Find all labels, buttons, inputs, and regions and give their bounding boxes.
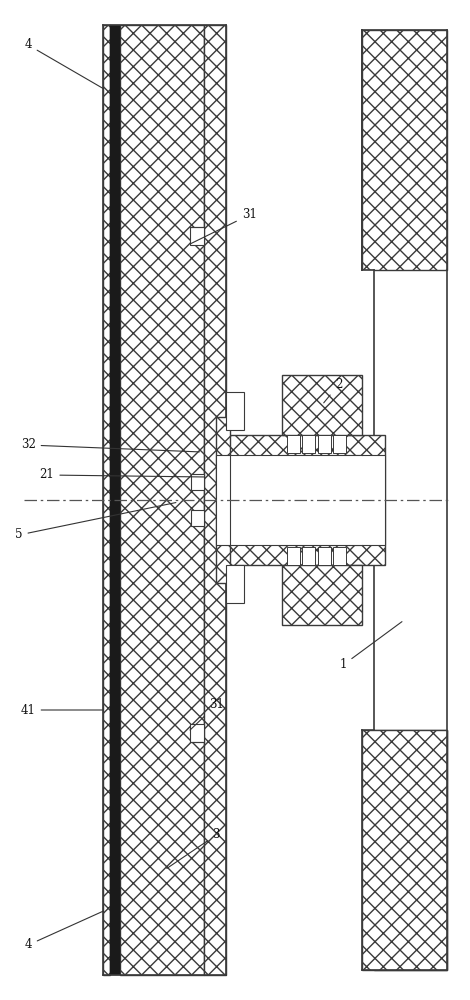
Bar xyxy=(287,435,300,453)
Text: 4: 4 xyxy=(24,911,103,952)
Bar xyxy=(103,25,110,975)
Bar xyxy=(226,435,385,565)
Text: 31: 31 xyxy=(190,209,257,244)
Text: 41: 41 xyxy=(21,704,103,716)
Text: 4: 4 xyxy=(24,38,103,89)
Bar xyxy=(282,375,362,435)
Bar xyxy=(191,510,204,526)
Bar xyxy=(282,565,362,625)
Bar xyxy=(318,435,331,453)
Bar xyxy=(110,25,120,975)
Bar xyxy=(333,435,346,453)
Bar xyxy=(333,547,346,565)
Bar xyxy=(191,474,204,490)
Bar xyxy=(287,547,300,565)
Text: 2: 2 xyxy=(324,378,342,403)
Bar xyxy=(216,455,230,545)
Bar xyxy=(374,730,446,970)
Bar xyxy=(362,730,446,970)
Bar xyxy=(120,25,204,975)
Text: 31: 31 xyxy=(190,698,224,730)
Bar xyxy=(302,547,315,565)
Text: 1: 1 xyxy=(339,622,402,672)
Bar xyxy=(318,547,331,565)
Bar xyxy=(226,392,244,430)
Text: 32: 32 xyxy=(21,438,199,452)
Bar xyxy=(190,724,204,742)
Bar xyxy=(226,455,385,545)
Bar xyxy=(226,565,244,603)
Bar xyxy=(362,30,446,270)
Bar xyxy=(204,25,226,975)
Text: 21: 21 xyxy=(39,468,204,482)
Text: 5: 5 xyxy=(15,503,176,542)
Text: 3: 3 xyxy=(167,828,220,868)
Bar xyxy=(216,417,230,583)
Bar xyxy=(362,270,374,730)
Bar xyxy=(190,227,204,245)
Bar xyxy=(302,435,315,453)
Bar xyxy=(282,455,362,545)
